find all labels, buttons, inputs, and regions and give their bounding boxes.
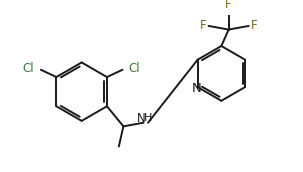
Text: F: F — [251, 19, 258, 33]
Text: H: H — [144, 113, 152, 123]
Text: N: N — [137, 112, 145, 125]
Text: Cl: Cl — [129, 62, 141, 75]
Text: F: F — [225, 0, 232, 11]
Text: F: F — [200, 19, 206, 33]
Text: N: N — [192, 82, 201, 94]
Text: Cl: Cl — [23, 62, 35, 75]
